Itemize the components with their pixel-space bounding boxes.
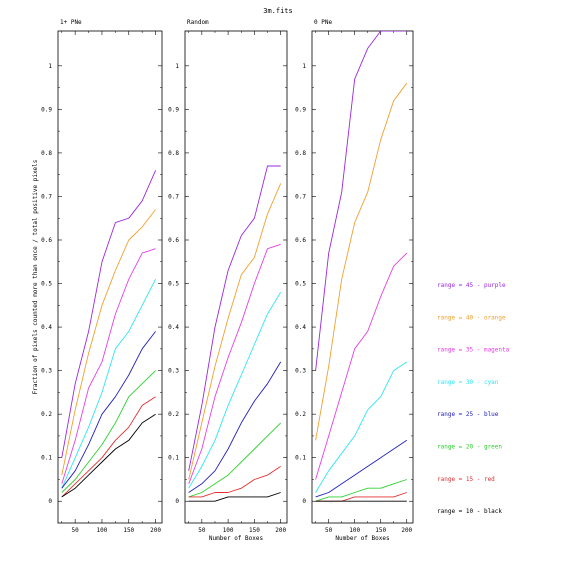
y-tick-label: 0.6: [295, 237, 306, 244]
y-tick-label: 1: [48, 63, 52, 70]
legend-entry: range = 25 - blue: [437, 411, 499, 418]
legend-entry: range = 30 - cyan: [437, 379, 499, 386]
y-tick-label: 0.5: [41, 281, 52, 288]
x-axis-label: Number of Boxes: [209, 535, 264, 542]
y-tick-label: 0.9: [168, 106, 179, 113]
series-line-4: [188, 361, 282, 493]
y-tick-label: 0.3: [168, 368, 179, 375]
y-tick-label: 0.3: [295, 368, 306, 375]
plot-frame: [311, 30, 414, 524]
series-line-4: [61, 331, 156, 489]
series-line-5: [315, 479, 407, 502]
series-line-1: [315, 82, 408, 441]
y-tick-label: 1: [302, 63, 306, 70]
y-tick-label: 0.1: [41, 455, 52, 462]
y-tick-label: 0.4: [295, 324, 306, 331]
y-tick-label: 0.5: [168, 281, 179, 288]
x-tick-label: 100: [97, 527, 108, 534]
panel-title: 1+ PNe: [60, 19, 82, 26]
y-tick-label: 0.5: [295, 281, 306, 288]
y-tick-label: 0.6: [168, 237, 179, 244]
y-tick-label: 0.2: [295, 411, 306, 418]
x-tick-label: 50: [72, 527, 80, 534]
legend-entry: range = 40 - orange: [437, 314, 506, 321]
y-tick-label: 0: [302, 498, 306, 505]
series-group: [188, 165, 282, 502]
x-tick-label: 150: [123, 527, 134, 534]
y-tick-label: 0.1: [168, 455, 179, 462]
y-tick-label: 1: [175, 63, 179, 70]
legend: range = 45 - purple range = 40 - orange ra…: [437, 282, 510, 515]
plot-frame: [184, 30, 288, 524]
y-tick-label: 0.9: [41, 106, 52, 113]
legend-entry: range = 10 - black: [437, 508, 502, 515]
plot-frame: [57, 30, 163, 524]
x-tick-label: 100: [349, 527, 360, 534]
x-tick-label: 150: [375, 527, 386, 534]
series-line-2: [61, 248, 156, 484]
series-line-7: [188, 492, 281, 502]
y-tick-label: 0.7: [295, 193, 306, 200]
y-tick-label: 0.3: [41, 368, 52, 375]
x-tick-label: 200: [275, 527, 286, 534]
y-tick-label: 0.4: [168, 324, 179, 331]
y-tick-label: 0.7: [41, 193, 52, 200]
y-tick-label: 0.2: [168, 411, 179, 418]
series-line-5: [188, 422, 282, 498]
y-tick-label: 0.8: [295, 150, 306, 157]
figure-title: 3m.fits: [263, 7, 293, 15]
y-tick-label: 0.8: [41, 150, 52, 157]
y-tick-label: 0: [48, 498, 52, 505]
series-line-3: [188, 291, 282, 489]
series-line-1: [188, 183, 282, 480]
y-axis-label: Fraction of pixels counted more than onc…: [32, 159, 39, 394]
x-tick-label: 50: [325, 527, 333, 534]
legend-entry: range = 15 - red: [437, 476, 495, 483]
series-line-6: [188, 466, 281, 498]
series-line-2: [315, 252, 408, 480]
y-tick-label: 0.1: [295, 455, 306, 462]
x-axis-label: Number of Boxes: [335, 535, 390, 542]
x-tick-label: 200: [150, 527, 161, 534]
y-tick-label: 0.9: [295, 106, 306, 113]
y-tick-label: 0: [175, 498, 179, 505]
y-tick-label: 0.4: [41, 324, 52, 331]
panel-title: Random: [187, 19, 209, 26]
legend-entry: range = 35 - magenta: [437, 347, 510, 354]
x-tick-label: 100: [223, 527, 234, 534]
series-line-6: [61, 396, 156, 498]
x-tick-label: 50: [198, 527, 206, 534]
legend-entry: range = 20 - green: [437, 444, 502, 451]
x-tick-label: 200: [401, 527, 412, 534]
series-line-3: [61, 278, 157, 489]
series-line-5: [61, 370, 156, 493]
panel-title: 0 PNe: [314, 19, 332, 26]
legend-entry: range = 45 - purple: [437, 282, 506, 289]
y-tick-label: 0.7: [168, 193, 179, 200]
series-line-4: [315, 439, 408, 498]
series-line-1: [61, 209, 156, 476]
series-line-3: [315, 361, 408, 493]
series-line-2: [188, 243, 281, 484]
series-group: [61, 170, 157, 498]
x-tick-label: 150: [249, 527, 260, 534]
series-line-0: [315, 31, 407, 371]
series-group: [315, 31, 408, 502]
y-tick-label: 0.8: [168, 150, 179, 157]
series-line-7: [61, 413, 156, 498]
y-tick-label: 0.2: [41, 411, 52, 418]
series-line-0: [188, 165, 281, 471]
y-tick-label: 0.6: [41, 237, 52, 244]
series-line-0: [61, 170, 157, 458]
